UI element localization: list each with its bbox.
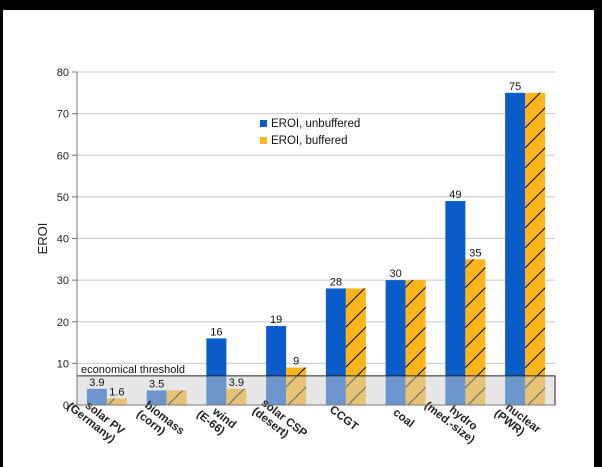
bar-unbuffered bbox=[385, 280, 406, 405]
y-tick-label: 0 bbox=[63, 400, 69, 412]
y-tick-label: 50 bbox=[57, 192, 69, 204]
threshold-label: economical threshold bbox=[81, 364, 185, 376]
data-label: 30 bbox=[390, 268, 402, 280]
data-label: 3.5 bbox=[149, 378, 164, 390]
y-tick-label: 40 bbox=[57, 234, 69, 246]
data-label: 3.9 bbox=[89, 377, 104, 389]
legend-entry: EROI, buffered bbox=[271, 135, 348, 147]
data-label: 9 bbox=[293, 356, 299, 368]
eroi-bar-chart: economical threshold 3.9 1.6 3.5 16 3.9 19 9 28… bbox=[35, 67, 556, 446]
x-tick-label: biomass(corn) bbox=[134, 399, 186, 437]
y-tick-label: 30 bbox=[57, 275, 69, 287]
bar-unbuffered bbox=[505, 92, 526, 405]
bar-hatch bbox=[405, 280, 426, 405]
data-label: 19 bbox=[270, 314, 282, 326]
y-tick-label: 80 bbox=[57, 67, 69, 79]
legend-swatch bbox=[260, 137, 267, 144]
y-axis-label: EROI bbox=[35, 223, 50, 255]
x-tick-label: coal bbox=[391, 407, 417, 431]
legend-entry: EROI, unbuffered bbox=[271, 118, 360, 130]
data-label: 49 bbox=[449, 189, 461, 201]
data-label: 16 bbox=[210, 326, 222, 338]
data-label: 3.9 bbox=[229, 377, 244, 389]
x-tick-label-line: CCGT bbox=[327, 404, 360, 434]
chart-card: economical threshold 3.9 1.6 3.5 16 3.9 19 9 28… bbox=[3, 10, 594, 467]
data-label: 75 bbox=[509, 81, 521, 93]
bar-hatch bbox=[525, 92, 546, 405]
legend-swatch bbox=[260, 120, 267, 127]
bar-hatch bbox=[465, 259, 486, 405]
data-label: 1.6 bbox=[109, 386, 124, 398]
bar-unbuffered bbox=[445, 201, 466, 405]
data-label: 35 bbox=[469, 247, 481, 259]
x-tick-label: CCGT bbox=[327, 404, 360, 434]
data-label: 28 bbox=[330, 276, 342, 288]
x-tick-label-line: coal bbox=[391, 407, 417, 431]
y-tick-label: 20 bbox=[57, 317, 69, 329]
y-tick-label: 10 bbox=[57, 358, 69, 370]
threshold-band bbox=[76, 375, 556, 406]
y-tick-label: 60 bbox=[57, 150, 69, 162]
y-tick-label: 70 bbox=[57, 109, 69, 121]
